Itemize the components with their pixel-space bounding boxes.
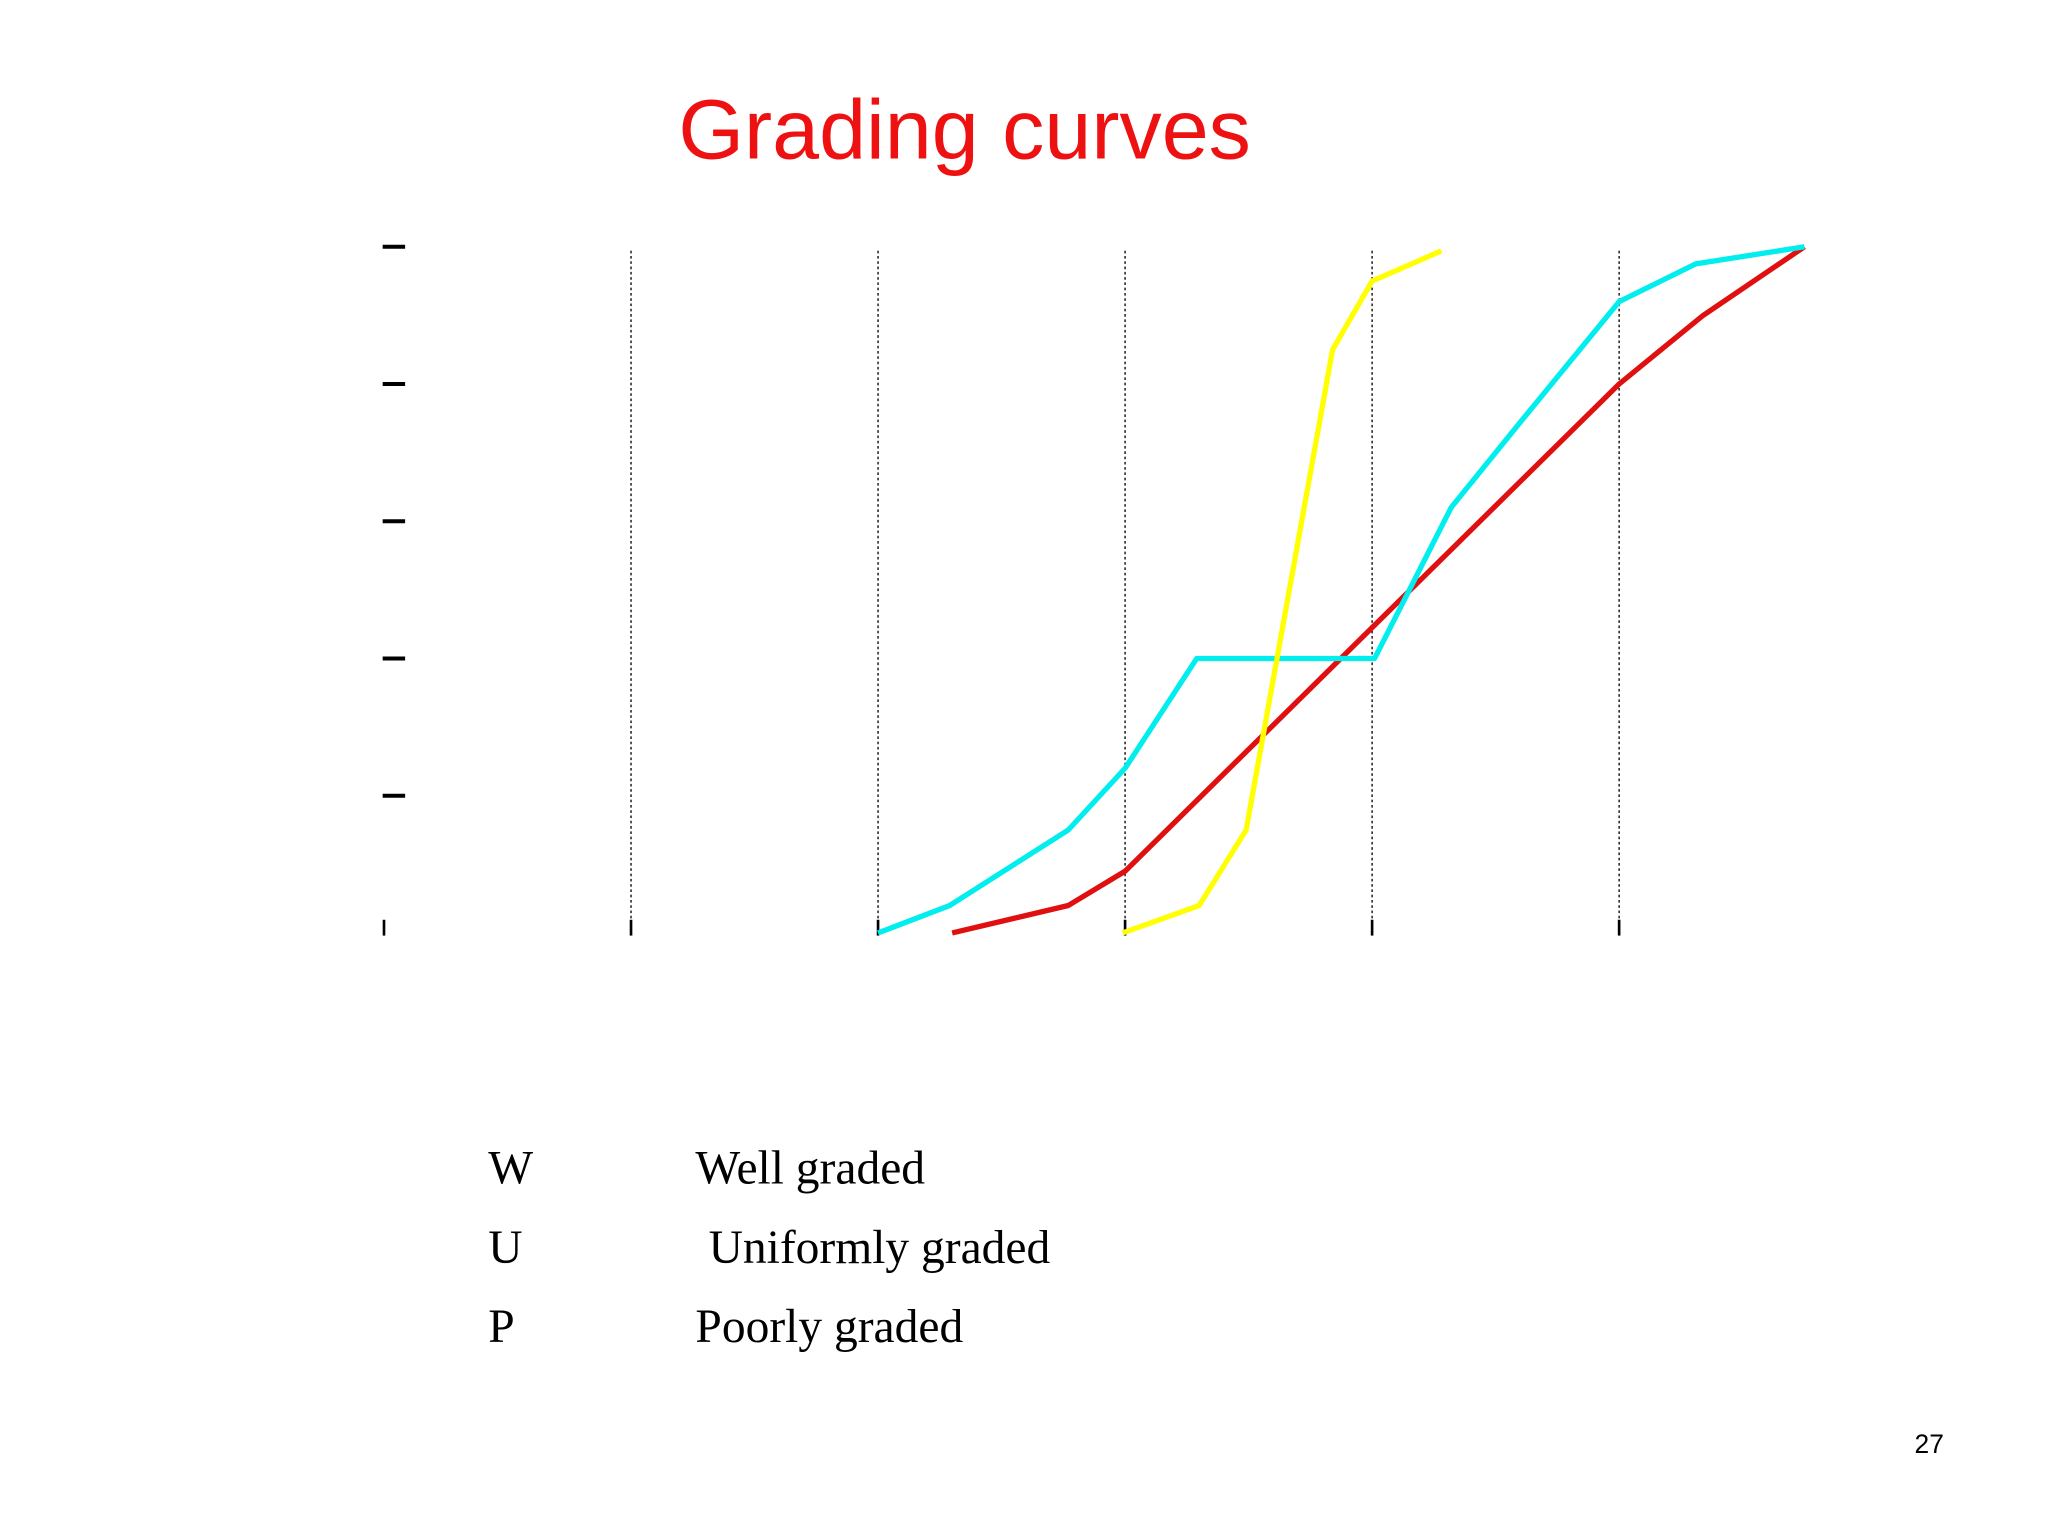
key-label: Poorly graded (695, 1301, 963, 1353)
chart-title: Grading curves (678, 82, 1251, 176)
key-label: Well graded (695, 1143, 925, 1195)
key-label: Uniformly graded (709, 1222, 1051, 1274)
page-number: 27 (1915, 1429, 1944, 1459)
grading-curve (877, 244, 1805, 936)
key-code: U (488, 1222, 522, 1274)
grading-curve (1121, 248, 1443, 936)
key-code: W (488, 1143, 533, 1195)
grading-curve (951, 244, 1806, 936)
key-code: P (488, 1301, 514, 1353)
